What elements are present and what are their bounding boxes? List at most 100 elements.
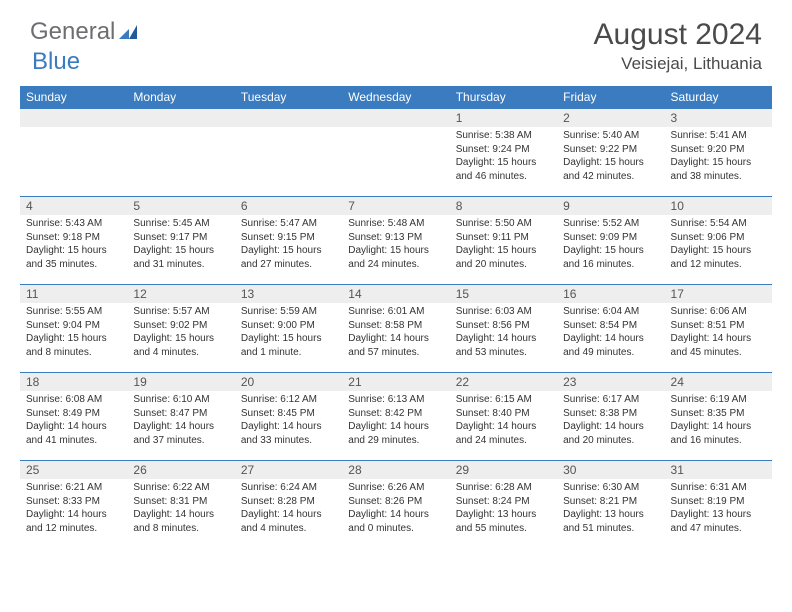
day-number: 28 xyxy=(342,461,449,479)
day-number: 22 xyxy=(450,373,557,391)
day-details: Sunrise: 6:01 AMSunset: 8:58 PMDaylight:… xyxy=(342,303,449,363)
calendar-body: 1Sunrise: 5:38 AMSunset: 9:24 PMDaylight… xyxy=(20,109,772,549)
weekday-header: Sunday xyxy=(20,86,127,109)
weekday-header: Thursday xyxy=(450,86,557,109)
calendar-cell: 8Sunrise: 5:50 AMSunset: 9:11 PMDaylight… xyxy=(450,197,557,285)
brand-part1: General xyxy=(30,18,115,46)
day-details: Sunrise: 5:48 AMSunset: 9:13 PMDaylight:… xyxy=(342,215,449,275)
day-number: 2 xyxy=(557,109,664,127)
day-number: 6 xyxy=(235,197,342,215)
day-details: Sunrise: 5:54 AMSunset: 9:06 PMDaylight:… xyxy=(665,215,772,275)
calendar-row: 25Sunrise: 6:21 AMSunset: 8:33 PMDayligh… xyxy=(20,461,772,549)
calendar-cell: 7Sunrise: 5:48 AMSunset: 9:13 PMDaylight… xyxy=(342,197,449,285)
calendar-cell: 26Sunrise: 6:22 AMSunset: 8:31 PMDayligh… xyxy=(127,461,234,549)
day-number: 20 xyxy=(235,373,342,391)
day-number: 25 xyxy=(20,461,127,479)
day-number: 8 xyxy=(450,197,557,215)
calendar-cell-empty xyxy=(342,109,449,197)
title-block: August 2024 Veisiejai, Lithuania xyxy=(594,18,762,74)
brand-part2: Blue xyxy=(32,48,80,76)
calendar-cell: 13Sunrise: 5:59 AMSunset: 9:00 PMDayligh… xyxy=(235,285,342,373)
calendar-cell: 28Sunrise: 6:26 AMSunset: 8:26 PMDayligh… xyxy=(342,461,449,549)
calendar-cell: 10Sunrise: 5:54 AMSunset: 9:06 PMDayligh… xyxy=(665,197,772,285)
day-details: Sunrise: 6:21 AMSunset: 8:33 PMDaylight:… xyxy=(20,479,127,539)
location-label: Veisiejai, Lithuania xyxy=(594,54,762,74)
calendar-row: 1Sunrise: 5:38 AMSunset: 9:24 PMDaylight… xyxy=(20,109,772,197)
calendar-cell: 22Sunrise: 6:15 AMSunset: 8:40 PMDayligh… xyxy=(450,373,557,461)
day-number: 3 xyxy=(665,109,772,127)
calendar-cell: 3Sunrise: 5:41 AMSunset: 9:20 PMDaylight… xyxy=(665,109,772,197)
day-details: Sunrise: 6:08 AMSunset: 8:49 PMDaylight:… xyxy=(20,391,127,451)
day-details: Sunrise: 6:31 AMSunset: 8:19 PMDaylight:… xyxy=(665,479,772,539)
calendar-cell: 31Sunrise: 6:31 AMSunset: 8:19 PMDayligh… xyxy=(665,461,772,549)
calendar-cell-empty xyxy=(20,109,127,197)
day-details: Sunrise: 6:19 AMSunset: 8:35 PMDaylight:… xyxy=(665,391,772,451)
day-details: Sunrise: 5:52 AMSunset: 9:09 PMDaylight:… xyxy=(557,215,664,275)
day-number: 26 xyxy=(127,461,234,479)
calendar-row: 11Sunrise: 5:55 AMSunset: 9:04 PMDayligh… xyxy=(20,285,772,373)
day-details: Sunrise: 6:30 AMSunset: 8:21 PMDaylight:… xyxy=(557,479,664,539)
day-details: Sunrise: 6:17 AMSunset: 8:38 PMDaylight:… xyxy=(557,391,664,451)
day-number: 29 xyxy=(450,461,557,479)
day-details: Sunrise: 5:47 AMSunset: 9:15 PMDaylight:… xyxy=(235,215,342,275)
day-details: Sunrise: 5:40 AMSunset: 9:22 PMDaylight:… xyxy=(557,127,664,187)
day-number: 12 xyxy=(127,285,234,303)
day-number: 23 xyxy=(557,373,664,391)
calendar-cell: 17Sunrise: 6:06 AMSunset: 8:51 PMDayligh… xyxy=(665,285,772,373)
day-number: 4 xyxy=(20,197,127,215)
day-number: 9 xyxy=(557,197,664,215)
day-details: Sunrise: 5:45 AMSunset: 9:17 PMDaylight:… xyxy=(127,215,234,275)
day-details: Sunrise: 5:59 AMSunset: 9:00 PMDaylight:… xyxy=(235,303,342,363)
calendar-cell: 15Sunrise: 6:03 AMSunset: 8:56 PMDayligh… xyxy=(450,285,557,373)
day-number: 24 xyxy=(665,373,772,391)
day-details: Sunrise: 6:12 AMSunset: 8:45 PMDaylight:… xyxy=(235,391,342,451)
calendar-cell: 21Sunrise: 6:13 AMSunset: 8:42 PMDayligh… xyxy=(342,373,449,461)
calendar-cell: 5Sunrise: 5:45 AMSunset: 9:17 PMDaylight… xyxy=(127,197,234,285)
day-details: Sunrise: 5:50 AMSunset: 9:11 PMDaylight:… xyxy=(450,215,557,275)
logo-mark-icon xyxy=(119,25,137,39)
calendar-cell: 23Sunrise: 6:17 AMSunset: 8:38 PMDayligh… xyxy=(557,373,664,461)
day-details: Sunrise: 5:38 AMSunset: 9:24 PMDaylight:… xyxy=(450,127,557,187)
calendar-cell: 11Sunrise: 5:55 AMSunset: 9:04 PMDayligh… xyxy=(20,285,127,373)
day-details: Sunrise: 6:13 AMSunset: 8:42 PMDaylight:… xyxy=(342,391,449,451)
calendar-cell: 19Sunrise: 6:10 AMSunset: 8:47 PMDayligh… xyxy=(127,373,234,461)
calendar-cell: 29Sunrise: 6:28 AMSunset: 8:24 PMDayligh… xyxy=(450,461,557,549)
calendar-cell: 4Sunrise: 5:43 AMSunset: 9:18 PMDaylight… xyxy=(20,197,127,285)
day-number: 15 xyxy=(450,285,557,303)
calendar-cell-empty xyxy=(235,109,342,197)
day-number: 31 xyxy=(665,461,772,479)
weekday-header: Tuesday xyxy=(235,86,342,109)
day-number: 17 xyxy=(665,285,772,303)
calendar-cell: 1Sunrise: 5:38 AMSunset: 9:24 PMDaylight… xyxy=(450,109,557,197)
day-number: 14 xyxy=(342,285,449,303)
weekday-header: Saturday xyxy=(665,86,772,109)
day-details: Sunrise: 5:41 AMSunset: 9:20 PMDaylight:… xyxy=(665,127,772,187)
calendar-cell-empty xyxy=(127,109,234,197)
weekday-header: Friday xyxy=(557,86,664,109)
calendar-cell: 9Sunrise: 5:52 AMSunset: 9:09 PMDaylight… xyxy=(557,197,664,285)
calendar-cell: 6Sunrise: 5:47 AMSunset: 9:15 PMDaylight… xyxy=(235,197,342,285)
day-number: 27 xyxy=(235,461,342,479)
day-details: Sunrise: 6:04 AMSunset: 8:54 PMDaylight:… xyxy=(557,303,664,363)
day-number: 13 xyxy=(235,285,342,303)
day-details: Sunrise: 5:57 AMSunset: 9:02 PMDaylight:… xyxy=(127,303,234,363)
day-details: Sunrise: 6:24 AMSunset: 8:28 PMDaylight:… xyxy=(235,479,342,539)
calendar-cell: 18Sunrise: 6:08 AMSunset: 8:49 PMDayligh… xyxy=(20,373,127,461)
day-details: Sunrise: 5:55 AMSunset: 9:04 PMDaylight:… xyxy=(20,303,127,363)
header: General August 2024 Veisiejai, Lithuania xyxy=(0,0,792,82)
weekday-header: Wednesday xyxy=(342,86,449,109)
day-details: Sunrise: 6:22 AMSunset: 8:31 PMDaylight:… xyxy=(127,479,234,539)
day-number: 21 xyxy=(342,373,449,391)
calendar-cell: 14Sunrise: 6:01 AMSunset: 8:58 PMDayligh… xyxy=(342,285,449,373)
day-details: Sunrise: 5:43 AMSunset: 9:18 PMDaylight:… xyxy=(20,215,127,275)
day-number: 11 xyxy=(20,285,127,303)
day-number: 7 xyxy=(342,197,449,215)
day-details: Sunrise: 6:15 AMSunset: 8:40 PMDaylight:… xyxy=(450,391,557,451)
day-details: Sunrise: 6:03 AMSunset: 8:56 PMDaylight:… xyxy=(450,303,557,363)
calendar-row: 4Sunrise: 5:43 AMSunset: 9:18 PMDaylight… xyxy=(20,197,772,285)
month-title: August 2024 xyxy=(594,18,762,52)
day-number: 5 xyxy=(127,197,234,215)
calendar-cell: 24Sunrise: 6:19 AMSunset: 8:35 PMDayligh… xyxy=(665,373,772,461)
day-details: Sunrise: 6:06 AMSunset: 8:51 PMDaylight:… xyxy=(665,303,772,363)
calendar-table: SundayMondayTuesdayWednesdayThursdayFrid… xyxy=(20,86,772,549)
